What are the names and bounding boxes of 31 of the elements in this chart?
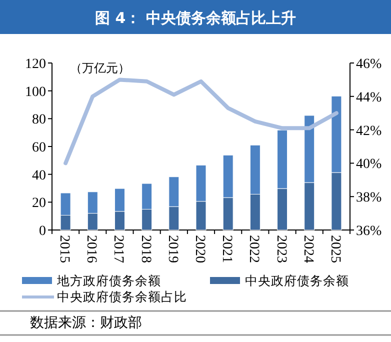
y2-tick-label: 36% — [356, 224, 382, 239]
chart-title: 图 4： 中央债务余额占比上升 — [95, 9, 296, 27]
x-tick-label: 2021 — [219, 235, 234, 263]
legend-label: 中央政府债务余额占比 — [57, 289, 187, 304]
y2-tick-label: 40% — [356, 157, 382, 172]
x-tick-label: 2017 — [110, 235, 126, 263]
y-tick-label: 60 — [32, 140, 46, 156]
legend-label: 地方政府债务余额 — [56, 273, 161, 288]
y2-tick-label: 46% — [356, 57, 382, 72]
y-tick-label: 100 — [25, 84, 46, 100]
x-tick-label: 2018 — [138, 235, 153, 263]
y-tick-label: 120 — [25, 57, 46, 72]
x-tick-label: 2025 — [327, 235, 342, 263]
y-tick-label: 0 — [39, 224, 46, 239]
x-tick-label: 2015 — [56, 235, 72, 263]
legend-label: 中央政府债务余额 — [245, 273, 349, 288]
y-tick-label: 40 — [32, 168, 46, 184]
y-tick-label: 80 — [32, 112, 46, 128]
x-tick-label: 2024 — [300, 235, 316, 263]
line-series — [64, 78, 338, 166]
y-tick-label: 20 — [32, 196, 46, 212]
x-tick-label: 2020 — [192, 235, 207, 263]
y2-tick-label: 42% — [356, 124, 382, 139]
y-axis-title: （万亿元） — [70, 61, 130, 75]
x-tick-label: 2022 — [246, 235, 262, 263]
x-tick-label: 2023 — [273, 235, 288, 263]
source-note: 数据来源：财政部 — [30, 315, 142, 331]
x-tick-label: 2016 — [84, 235, 99, 263]
x-tick-label: 2019 — [164, 235, 180, 263]
y2-tick-label: 38% — [356, 190, 382, 206]
y2-tick-label: 44% — [356, 90, 382, 106]
